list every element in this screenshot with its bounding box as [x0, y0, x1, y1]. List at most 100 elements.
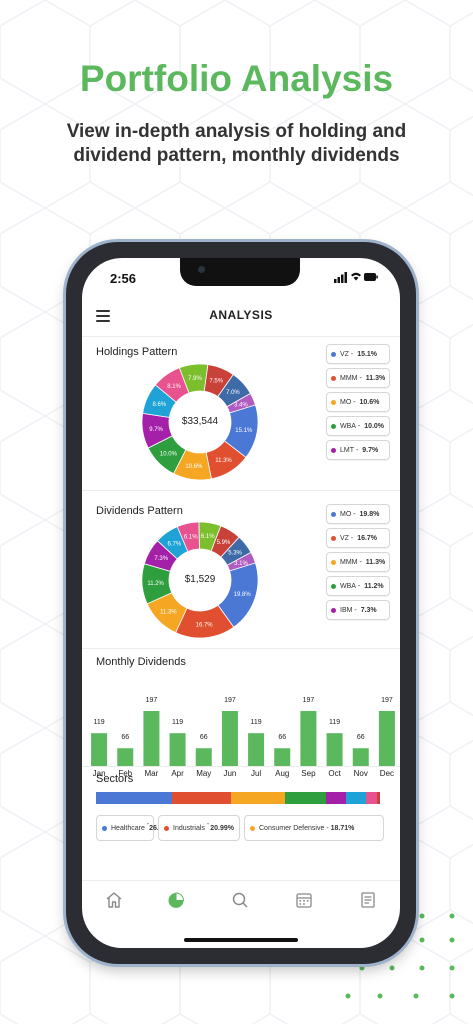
- home-icon[interactable]: [104, 890, 124, 910]
- donut-slice-label: 15.1%: [235, 428, 253, 434]
- legend-separator: -: [348, 350, 356, 358]
- bar-value-label: 66: [278, 734, 286, 741]
- legend-separator: -: [351, 398, 358, 406]
- page-title: ANALYSIS: [209, 308, 273, 322]
- legend-ticker: MMM: [340, 374, 358, 382]
- legend-dot: [331, 351, 336, 357]
- bar-value-label: 66: [357, 734, 365, 741]
- monthly-dividends-bar-chart: 119 Jan 66 Feb 197 Mar 119 Apr 66 May 197 Jun 119 Jul…: [91, 697, 395, 778]
- dividends-title: Dividends Pattern: [96, 505, 183, 517]
- legend-separator: -: [351, 510, 358, 518]
- legend-dot: [331, 583, 336, 589]
- section-divider: [82, 490, 400, 491]
- calendar-icon[interactable]: [294, 890, 314, 910]
- sector-name: Consumer Defensive: [259, 824, 325, 832]
- holdings-total: $33,544: [181, 416, 219, 427]
- sector-dot: [102, 825, 107, 831]
- legend-pct: 10.6%: [359, 398, 380, 406]
- sector-segment: [365, 792, 377, 804]
- month-label: Jul: [251, 769, 261, 778]
- month-label: Feb: [118, 769, 132, 778]
- holdings-legend: VZ - 15.1% MMM - 11.3% MO - 10.6% WBA - 10.…: [326, 344, 390, 464]
- bar: [274, 748, 291, 767]
- legend-ticker: VZ: [340, 534, 349, 542]
- legend-pct: 10.0%: [364, 422, 385, 430]
- donut-slice-label: 10.6%: [185, 464, 203, 470]
- news-icon[interactable]: [358, 890, 378, 910]
- legend-separator: -: [355, 422, 363, 430]
- donut-slice-label: 19.8%: [234, 592, 252, 598]
- sector-pct: 18.71%: [330, 824, 355, 832]
- bar: [91, 733, 108, 767]
- bar: [143, 711, 160, 767]
- sectors-title: Sectors: [96, 773, 134, 785]
- month-label: Nov: [354, 769, 368, 778]
- donut-slice-label: 11.2%: [147, 581, 164, 587]
- decorative-dots: [345, 913, 455, 999]
- holdings-donut-chart: 15.1% 11.3% 10.6% 10.0% 9.7% 8.6% 8.1% 7.9% 7.5%…: [141, 363, 259, 481]
- legend-item[interactable]: MO - 19.8%: [326, 504, 390, 524]
- legend-item[interactable]: WBA - 10.0%: [326, 416, 390, 436]
- donut-slice-label: 7.3%: [154, 556, 168, 562]
- status-time: 2:56: [110, 271, 137, 286]
- analysis-pie-icon[interactable]: [166, 890, 186, 910]
- legend-item[interactable]: VZ - 16.7%: [326, 528, 390, 548]
- donut-slice-label: 11.3%: [215, 458, 232, 464]
- donut-slice-label: 5.3%: [228, 551, 242, 557]
- legend-item[interactable]: VZ - 15.1%: [326, 344, 390, 364]
- search-icon[interactable]: [230, 890, 250, 910]
- bar: [221, 711, 238, 767]
- sector-segment: [231, 792, 285, 804]
- sector-segment: [96, 792, 172, 804]
- sector-dot: [164, 825, 169, 831]
- bar: [378, 711, 395, 767]
- legend-item[interactable]: MMM - 11.3%: [326, 552, 390, 572]
- sector-segment: [376, 792, 380, 804]
- dividends-total: $1,529: [184, 574, 216, 585]
- bar-value-label: 119: [172, 719, 183, 726]
- bar: [195, 748, 212, 767]
- legend-separator: -: [348, 534, 356, 542]
- legend-pct: 11.3%: [365, 558, 386, 566]
- legend-ticker: IBM: [340, 606, 353, 614]
- donut-slice-label: 3.4%: [234, 402, 248, 408]
- month-label: May: [196, 769, 211, 778]
- donut-slice-label: 7.5%: [209, 379, 223, 385]
- legend-ticker: VZ: [340, 350, 349, 358]
- status-icons: [334, 272, 378, 283]
- donut-slice-label: 5.9%: [217, 540, 231, 546]
- sector-chip[interactable]: Consumer Defensive - 18.71%: [244, 815, 384, 841]
- bar: [352, 748, 369, 767]
- donut-slice-label: 10.0%: [160, 451, 178, 457]
- menu-icon[interactable]: [96, 310, 110, 322]
- donut-slice-label: 16.7%: [196, 622, 214, 628]
- legend-item[interactable]: MMM - 11.3%: [326, 368, 390, 388]
- legend-item[interactable]: WBA - 11.2%: [326, 576, 390, 596]
- donut-slice-label: 3.1%: [234, 561, 248, 567]
- donut-slice-label: 11.3%: [160, 609, 177, 615]
- sector-segment: [284, 792, 326, 804]
- dividends-legend: MO - 19.8% VZ - 16.7% MMM - 11.3% WBA - 11.…: [326, 504, 390, 624]
- app-screen: 2:56 ANALYSIS Holdings Pattern 15.1% 11.3…: [82, 258, 400, 948]
- legend-item[interactable]: LMT - 9.7%: [326, 440, 390, 460]
- bar-value-label: 197: [146, 697, 158, 704]
- legend-separator: -: [357, 374, 364, 382]
- promo-subtitle-line: View in-depth analysis of holding and: [66, 121, 407, 142]
- legend-dot: [331, 423, 336, 429]
- sector-chip[interactable]: Industrials - 20.99%: [158, 815, 240, 841]
- dividends-donut-chart: 19.8%16.7%11.3%11.2%7.3%6.7%6.1% 6.1%5.9%…: [141, 521, 259, 639]
- sector-chip[interactable]: Healthcare - 26.69%: [96, 815, 173, 841]
- home-indicator: [184, 938, 298, 942]
- legend-separator: -: [355, 582, 363, 590]
- bar-value-label: 119: [329, 719, 340, 726]
- legend-item[interactable]: MO - 10.6%: [326, 392, 390, 412]
- month-label: Dec: [380, 769, 394, 778]
- legend-item[interactable]: IBM - 7.3%: [326, 600, 390, 620]
- sectors-stacked-bar: [96, 792, 380, 804]
- legend-ticker: WBA: [340, 582, 356, 590]
- legend-dot: [331, 511, 336, 517]
- month-label: Sep: [301, 769, 316, 778]
- legend-pct: 11.2%: [364, 582, 384, 590]
- legend-ticker: MO: [340, 398, 352, 406]
- legend-pct: 11.3%: [365, 374, 386, 382]
